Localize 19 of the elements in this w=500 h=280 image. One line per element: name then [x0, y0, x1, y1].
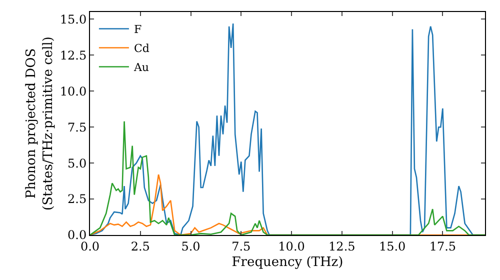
x-tick-label: 17.5	[429, 239, 456, 254]
y-tick-label: 15.0	[60, 12, 87, 26]
x-tick-label: 15.0	[378, 239, 406, 254]
x-axis-title: Frequency (THz)	[232, 255, 344, 270]
x-tick-label: 2.5	[130, 239, 150, 254]
y-tick-label: 10.0	[60, 84, 87, 98]
y-tick-label: 7.5	[68, 120, 87, 134]
legend-label: Au	[132, 61, 149, 74]
y-axis-title: Phonon projected DOS (States/THz·primitive cell)	[24, 36, 56, 211]
y-tick-label: 2.5	[68, 192, 87, 206]
x-tick-label: 12.5	[328, 239, 356, 254]
legend-label: F	[134, 23, 142, 36]
x-tick-label: 10.0	[278, 239, 305, 254]
x-tick-label: 5.0	[181, 239, 200, 254]
y-tick-label: 12.5	[60, 48, 87, 62]
legend-label: Cd	[134, 42, 150, 56]
y-tick-label: 5.0	[68, 156, 87, 170]
x-tick-label: 7.5	[232, 239, 251, 254]
line-series	[90, 120, 485, 235]
